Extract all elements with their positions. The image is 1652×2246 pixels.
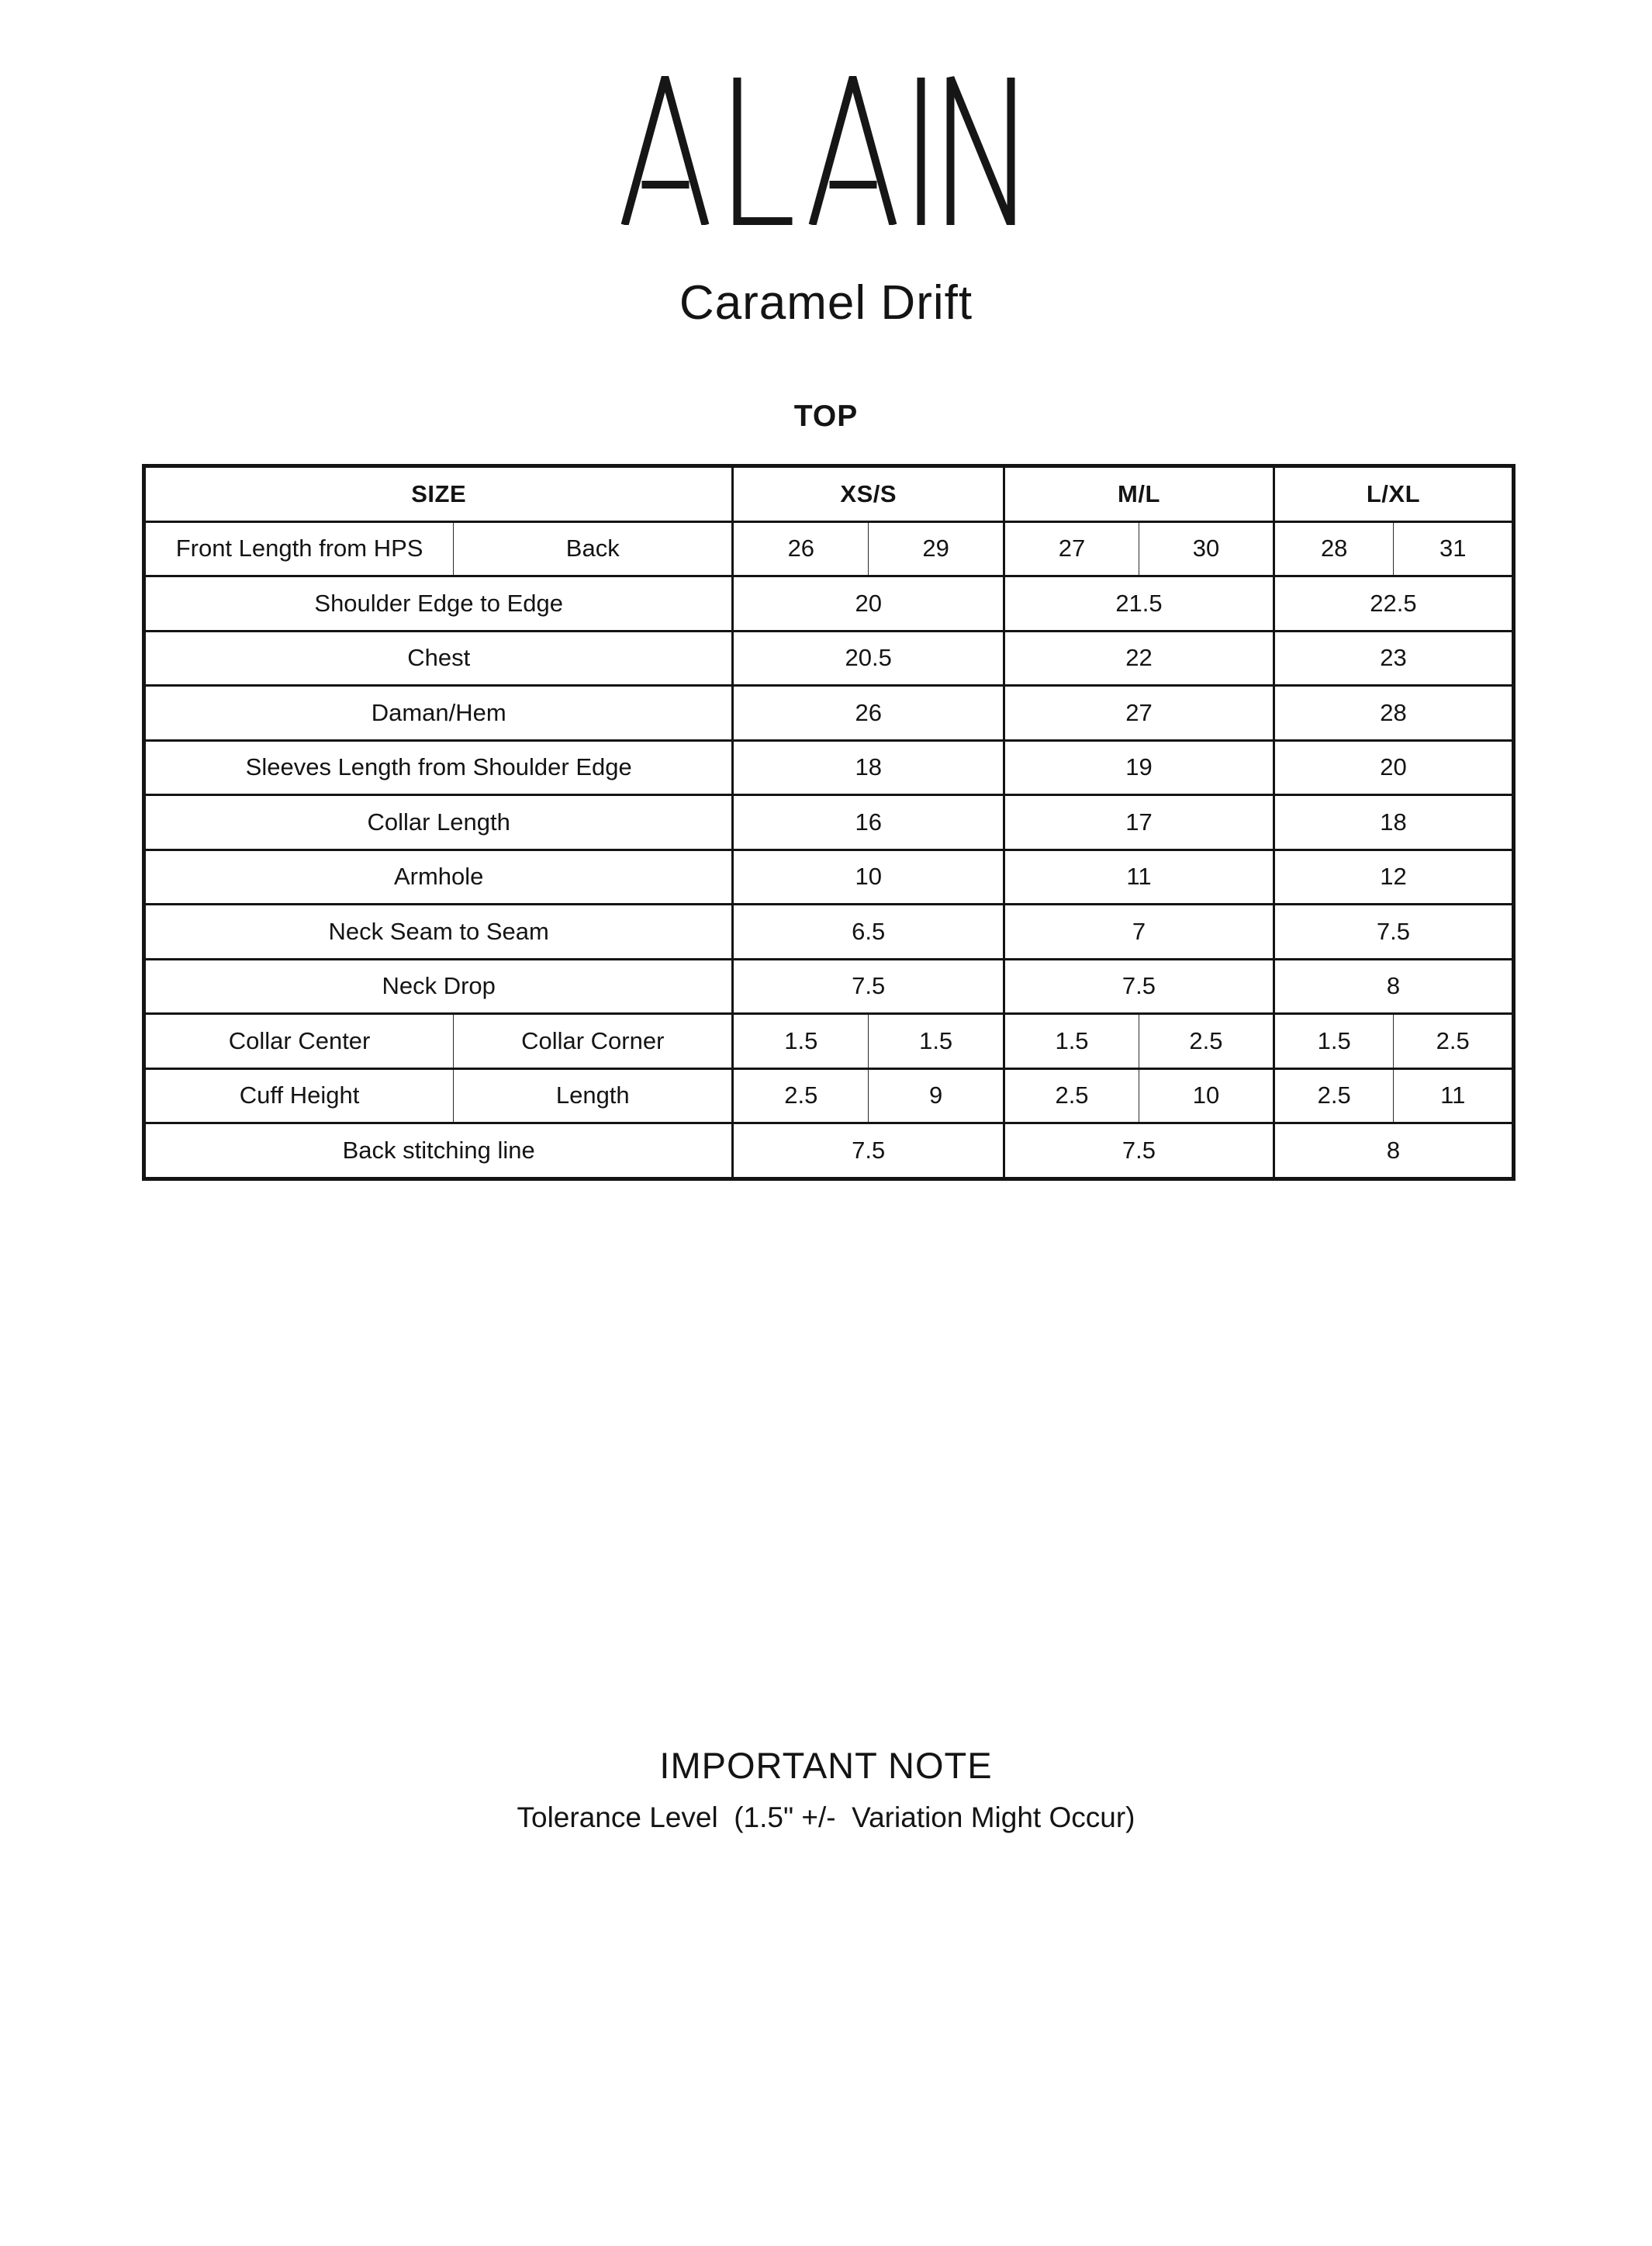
value-cell: 7.5 [1003,957,1275,1015]
value-cell: 22 [1003,629,1275,687]
row-label: Chest [142,629,734,687]
row-label: Collar Length [142,794,734,851]
value-cell: 17 [1003,794,1275,851]
value-cell: 30 [1138,520,1275,577]
column-header-m-l: M/L [1003,465,1275,523]
column-header-xs-s: XS/S [731,465,1006,523]
value-cell: 2.5 [731,1067,869,1124]
value-cell: 18 [1272,794,1515,851]
table-row: Cuff Height Length 2.5 9 2.5 10 2.5 11 [142,1067,1515,1124]
value-cell: 2.5 [1272,1067,1395,1124]
value-cell: 7.5 [1003,1122,1275,1180]
important-note-title: IMPORTANT NOTE [659,1745,993,1786]
value-cell: 11 [1003,848,1275,905]
value-cell: 1.5 [868,1012,1006,1070]
table-row: Chest 20.5 22 23 [142,629,1515,687]
value-cell: 18 [731,739,1006,796]
column-header-l-xl: L/XL [1272,465,1515,523]
size-table-body: SIZE XS/S M/L L/XL Front Length from HPS… [142,465,1515,1180]
product-title: Caramel Drift [679,276,973,330]
row-label-right: Back [453,520,734,577]
value-cell: 2.5 [1393,1012,1515,1070]
category-title: TOP [793,400,859,433]
value-cell: 20.5 [731,629,1006,687]
row-label: Neck Drop [142,957,734,1015]
table-row: Neck Drop 7.5 7.5 8 [142,957,1515,1015]
size-header-cell: SIZE [142,465,734,523]
brand-logo-lettering [620,76,1014,225]
value-cell: 2.5 [1138,1012,1275,1070]
value-cell: 8 [1272,957,1515,1015]
value-cell: 28 [1272,520,1395,577]
table-row: Collar Center Collar Corner 1.5 1.5 1.5 2.5 1.… [142,1012,1515,1070]
value-cell: 12 [1272,848,1515,905]
table-row: Neck Seam to Seam 6.5 7 7.5 [142,903,1515,960]
row-label: Armhole [142,848,734,905]
value-cell: 23 [1272,629,1515,687]
value-cell: 27 [1003,520,1139,577]
table-header-row: SIZE XS/S M/L L/XL [142,465,1515,523]
value-cell: 22.5 [1272,575,1515,632]
value-cell: 8 [1272,1122,1515,1180]
table-row: Shoulder Edge to Edge 20 21.5 22.5 [142,575,1515,632]
value-cell: 20 [731,575,1006,632]
value-cell: 27 [1003,684,1275,742]
table-row: Armhole 10 11 12 [142,848,1515,905]
value-cell: 11 [1393,1067,1515,1124]
value-cell: 28 [1272,684,1515,742]
value-cell: 26 [731,684,1006,742]
table-row: Collar Length 16 17 18 [142,794,1515,851]
tolerance-note: Tolerance Level (1.5" +/- Variation Migh… [517,1801,1135,1833]
row-label-left: Collar Center [142,1012,454,1070]
value-cell: 19 [1003,739,1275,796]
value-cell: 1.5 [1272,1012,1395,1070]
value-cell: 26 [731,520,869,577]
row-label: Shoulder Edge to Edge [142,575,734,632]
table-row: Back stitching line 7.5 7.5 8 [142,1122,1515,1180]
value-cell: 16 [731,794,1006,851]
row-label-right: Length [453,1067,734,1124]
value-cell: 7.5 [1272,903,1515,960]
value-cell: 29 [868,520,1006,577]
table-row: Sleeves Length from Shoulder Edge 18 19 20 [142,739,1515,796]
value-cell: 7 [1003,903,1275,960]
value-cell: 6.5 [731,903,1006,960]
value-cell: 7.5 [731,957,1006,1015]
row-label: Neck Seam to Seam [142,903,734,960]
row-label: Back stitching line [142,1122,734,1180]
value-cell: 21.5 [1003,575,1275,632]
table-row: Front Length from HPS Back 26 29 27 30 28 31 [142,520,1515,577]
brand-logo [0,76,1652,225]
value-cell: 9 [868,1067,1006,1124]
value-cell: 7.5 [731,1122,1006,1180]
value-cell: 31 [1393,520,1515,577]
value-cell: 1.5 [1003,1012,1139,1070]
row-label: Daman/Hem [142,684,734,742]
value-cell: 20 [1272,739,1515,796]
row-label-left: Front Length from HPS [142,520,454,577]
row-label-left: Cuff Height [142,1067,454,1124]
size-table: SIZE XS/S M/L L/XL Front Length from HPS… [142,464,1515,1181]
row-label-right: Collar Corner [453,1012,734,1070]
table-row: Daman/Hem 26 27 28 [142,684,1515,742]
value-cell: 2.5 [1003,1067,1139,1124]
value-cell: 10 [731,848,1006,905]
value-cell: 1.5 [731,1012,869,1070]
row-label: Sleeves Length from Shoulder Edge [142,739,734,796]
value-cell: 10 [1138,1067,1275,1124]
